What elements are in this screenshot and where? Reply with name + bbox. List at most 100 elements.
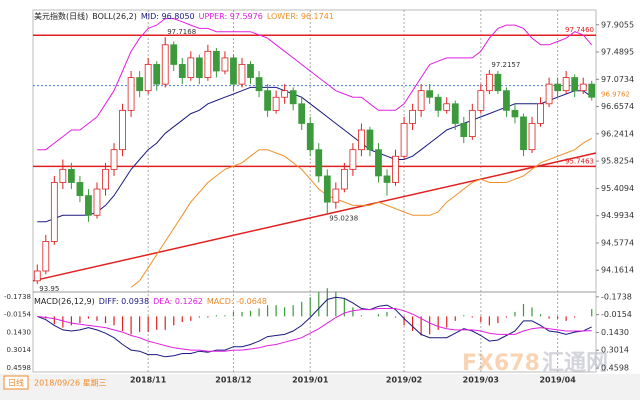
candle-body [383,175,391,183]
candle-body [375,149,382,177]
candle-body [392,155,399,183]
candle-body [503,90,510,111]
y-tick-label: 96.6574 [601,102,634,111]
y-tick-label-left: 0.3014 [7,346,32,354]
legend-entry: UPPER: 97.5976 [198,12,263,21]
candle-body [468,109,476,137]
y-tick-label: -0.0154 [601,310,632,319]
candle-body [298,103,306,124]
main-title: 美元指数(日线) [34,12,89,21]
candle-body [102,168,109,190]
candle-body [153,64,161,85]
x-tick-label: 2018/12 [215,376,251,385]
candle-body [204,50,212,78]
x-tick-label: 2019/02 [386,376,422,385]
x-tick-label: 2019/04 [539,376,576,385]
period-button[interactable] [3,375,29,390]
candle-body [76,182,84,196]
candle-body [571,77,579,92]
high-annotation: 97.2157 [491,61,520,69]
candle-body [170,44,178,65]
candle-body [366,129,374,151]
candle-body [349,149,357,170]
candle-body [358,129,365,151]
candle-body [332,188,340,203]
candle-body [59,168,67,183]
candle-body [247,64,254,78]
y-tick-label-left: -0.1738 [4,293,31,301]
candle-body [520,116,527,151]
level-label: 95.7463 [565,157,594,165]
candle-body [340,168,348,190]
candle-body [119,109,126,151]
indicator-line [37,308,592,352]
candle-body [68,168,75,183]
y-tick-label: 95.4094 [601,184,634,193]
candle-body [485,73,493,92]
candle-body [161,44,169,85]
low-annotation: 93.95 [39,285,59,293]
y-tick-label-left: 0.1430 [7,328,32,336]
candle-body [511,109,519,118]
candle-body [195,57,203,78]
candle-body [400,123,408,157]
candle-body [588,83,596,98]
watermark: FX678 [462,351,540,376]
macd-title: MACD(26,12,9) [34,297,95,306]
candle-body [409,109,416,124]
macd-header: MACD(26,12,9) DIFF: 0.0938 DEA: 0.1262 MACD… [34,297,275,306]
indicator: BOLL(26,2) [92,12,137,21]
candle-body [426,90,434,98]
candle-body [221,57,229,72]
candle-body [93,188,101,216]
candle-body [554,83,561,92]
frame [32,9,597,373]
candle-body [136,77,144,92]
legend-entry: LOWER: 96.1741 [266,12,334,21]
y-tick-label: 0.4598 [601,364,629,373]
y-tick-label-left: 0.4598 [7,364,32,372]
y-tick-label: 0.1430 [601,328,629,337]
y-tick-label: 94.5774 [601,238,634,247]
low-annotation: 95.0238 [329,215,358,223]
candle-body [289,90,297,105]
candle-body [187,57,195,78]
candle-body [443,103,451,111]
candle-body [42,241,50,272]
status-bar [0,374,640,400]
trend-line [32,152,597,282]
candle-body [460,123,468,137]
y-tick-label: 95.8254 [601,157,634,166]
period-label: 日线 [8,378,24,388]
candle-body [434,96,442,111]
indicator-line [37,296,592,358]
candle-body [451,103,459,124]
candle-body [85,195,92,216]
candle-body [33,270,41,282]
indicator-line [37,86,592,223]
candle-body [281,90,289,98]
candle-body [238,64,246,85]
candle-body [477,90,485,111]
y-tick-label: 96.2414 [601,129,634,138]
y-tick-label: 97.4895 [601,48,634,57]
y-tick-label: 97.0734 [601,75,634,84]
level-label: 97.7460 [565,26,594,34]
main-header: 美元指数(日线) BOLL(26,2) MID: 96.8050 UPPER: 97.… [34,11,342,22]
candle-body [272,96,280,111]
legend-entry: MACD: -0.0648 [206,297,267,306]
candle-body [579,83,587,92]
candle-body [178,64,186,78]
last-price-label: 96.9762 [601,91,630,99]
y-tick-label: 94.1614 [601,266,634,275]
x-tick-label: 2019/01 [292,376,329,385]
candle-body [528,123,536,151]
candle-body [144,64,152,92]
y-tick-label: 97.9055 [601,20,634,29]
candle-body [494,73,502,92]
candle-body [323,175,331,203]
x-tick-label: 2019/03 [463,376,499,385]
indicator-line [37,18,593,151]
